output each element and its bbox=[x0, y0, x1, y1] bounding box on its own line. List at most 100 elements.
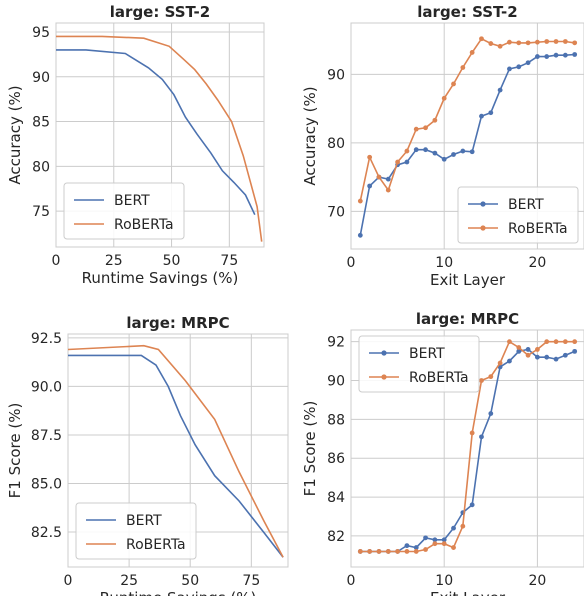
data-point-bert bbox=[553, 356, 559, 362]
data-point-roberta bbox=[497, 43, 503, 49]
data-point-roberta bbox=[535, 347, 540, 352]
legend: BERT RoBERTa bbox=[358, 335, 480, 393]
legend-label: BERT bbox=[126, 513, 162, 529]
data-point-roberta bbox=[423, 125, 428, 131]
series-line-bert bbox=[68, 354, 284, 558]
x-tick-label: 20 bbox=[528, 573, 546, 589]
y-axis-label: Accuracy (%) bbox=[6, 85, 24, 184]
chart-panel-3: 0 25 50 75 82.5 85.0 87.5 90.0 92.5 large: MRPC Ru… bbox=[6, 314, 289, 596]
data-point-roberta bbox=[357, 198, 363, 204]
plot-frame bbox=[55, 22, 265, 248]
x-tick-label: 25 bbox=[120, 573, 138, 589]
data-point-bert bbox=[441, 156, 447, 162]
data-point-roberta bbox=[553, 339, 559, 345]
legend: BERT RoBERTa bbox=[457, 186, 579, 244]
data-point-roberta bbox=[488, 374, 494, 380]
data-point-roberta bbox=[479, 36, 484, 42]
data-point-roberta bbox=[507, 339, 512, 345]
y-tick-label: 82 bbox=[327, 529, 345, 545]
x-tick-label: 20 bbox=[528, 255, 546, 271]
y-tick-label: 85 bbox=[32, 115, 50, 131]
data-point-roberta bbox=[413, 126, 419, 132]
legend-box bbox=[75, 502, 197, 560]
data-point-bert bbox=[572, 52, 578, 57]
x-tick-label: 75 bbox=[220, 253, 238, 269]
x-tick-label: 0 bbox=[347, 573, 356, 589]
data-point-roberta bbox=[572, 40, 578, 46]
data-point-bert bbox=[562, 352, 568, 358]
x-tick-label: 25 bbox=[105, 253, 123, 269]
chart-title: large: MRPC bbox=[416, 310, 519, 328]
chart-title: large: MRPC bbox=[126, 314, 229, 332]
data-point-bert bbox=[479, 113, 484, 119]
series-line-roberta bbox=[56, 35, 263, 242]
x-axis-label: Runtime Savings (%) bbox=[82, 269, 239, 287]
x-tick-label: 10 bbox=[435, 255, 453, 271]
x-tick-label: 50 bbox=[181, 573, 199, 589]
data-point-roberta bbox=[385, 549, 391, 554]
legend-marker-bert bbox=[480, 201, 486, 207]
legend-label: RoBERTa bbox=[126, 537, 186, 553]
y-axis-label: F1 Score (%) bbox=[6, 403, 24, 499]
data-point-bert bbox=[553, 52, 559, 58]
chart-panel-2: 0 10 20 70 80 90 large: SST-2 Exit Layer Accurac… bbox=[301, 3, 584, 289]
y-tick-label: 82.5 bbox=[31, 525, 62, 541]
data-point-roberta bbox=[432, 541, 438, 547]
data-point-roberta bbox=[562, 39, 568, 44]
y-tick-label: 90.0 bbox=[31, 379, 62, 395]
data-point-roberta bbox=[451, 545, 456, 550]
data-point-roberta bbox=[553, 39, 559, 44]
y-tick-label: 90 bbox=[32, 70, 50, 86]
data-point-roberta bbox=[441, 95, 447, 101]
data-point-bert bbox=[367, 183, 373, 189]
x-axis-label: Runtime Savings (%) bbox=[100, 589, 257, 596]
data-point-bert bbox=[432, 150, 438, 156]
y-tick-label: 87.5 bbox=[31, 428, 62, 444]
y-axis-label: Accuracy (%) bbox=[301, 86, 319, 185]
plot-frame bbox=[67, 333, 289, 568]
legend-box bbox=[358, 335, 480, 393]
legend-label: BERT bbox=[409, 346, 445, 362]
data-point-roberta bbox=[469, 430, 475, 436]
data-point-roberta bbox=[404, 549, 410, 554]
data-point-bert bbox=[404, 543, 410, 549]
data-point-bert bbox=[525, 60, 531, 66]
chart-title: large: SST-2 bbox=[417, 3, 517, 21]
y-tick-label: 92 bbox=[327, 335, 345, 351]
data-point-bert bbox=[488, 411, 494, 416]
x-tick-label: 0 bbox=[347, 255, 356, 271]
legend: BERT RoBERTa bbox=[75, 502, 197, 560]
y-tick-label: 90 bbox=[327, 374, 345, 390]
legend-box bbox=[63, 182, 185, 240]
data-point-bert bbox=[469, 502, 475, 508]
data-point-bert bbox=[441, 537, 447, 543]
data-point-roberta bbox=[507, 39, 512, 45]
legend-label: RoBERTa bbox=[409, 370, 469, 386]
legend-label: RoBERTa bbox=[508, 221, 568, 237]
chart-panel-1: 0 25 50 75 75 80 85 90 95 large: SST-2 Runtime Sav… bbox=[6, 3, 265, 287]
plot-frame bbox=[350, 329, 584, 568]
legend-label: BERT bbox=[114, 193, 150, 209]
y-tick-label: 80 bbox=[32, 159, 50, 175]
plot-frame bbox=[350, 22, 584, 250]
data-point-bert bbox=[525, 347, 531, 352]
data-point-bert bbox=[432, 537, 438, 543]
x-tick-label: 50 bbox=[163, 253, 181, 269]
data-point-roberta bbox=[395, 549, 400, 554]
data-point-bert bbox=[460, 148, 466, 154]
x-tick-label: 0 bbox=[64, 573, 73, 589]
data-point-roberta bbox=[525, 40, 531, 46]
data-point-roberta bbox=[376, 549, 382, 554]
data-point-bert bbox=[451, 152, 456, 157]
x-axis-label: Exit Layer bbox=[430, 589, 506, 596]
y-tick-label: 90 bbox=[327, 67, 345, 83]
series-line-bert bbox=[56, 49, 256, 216]
data-point-bert bbox=[479, 434, 484, 440]
data-point-bert bbox=[516, 348, 522, 354]
series-line-roberta bbox=[359, 37, 575, 202]
data-point-roberta bbox=[404, 148, 410, 154]
data-point-bert bbox=[357, 232, 363, 238]
x-tick-label: 0 bbox=[52, 253, 61, 269]
chart-title: large: SST-2 bbox=[110, 3, 210, 21]
